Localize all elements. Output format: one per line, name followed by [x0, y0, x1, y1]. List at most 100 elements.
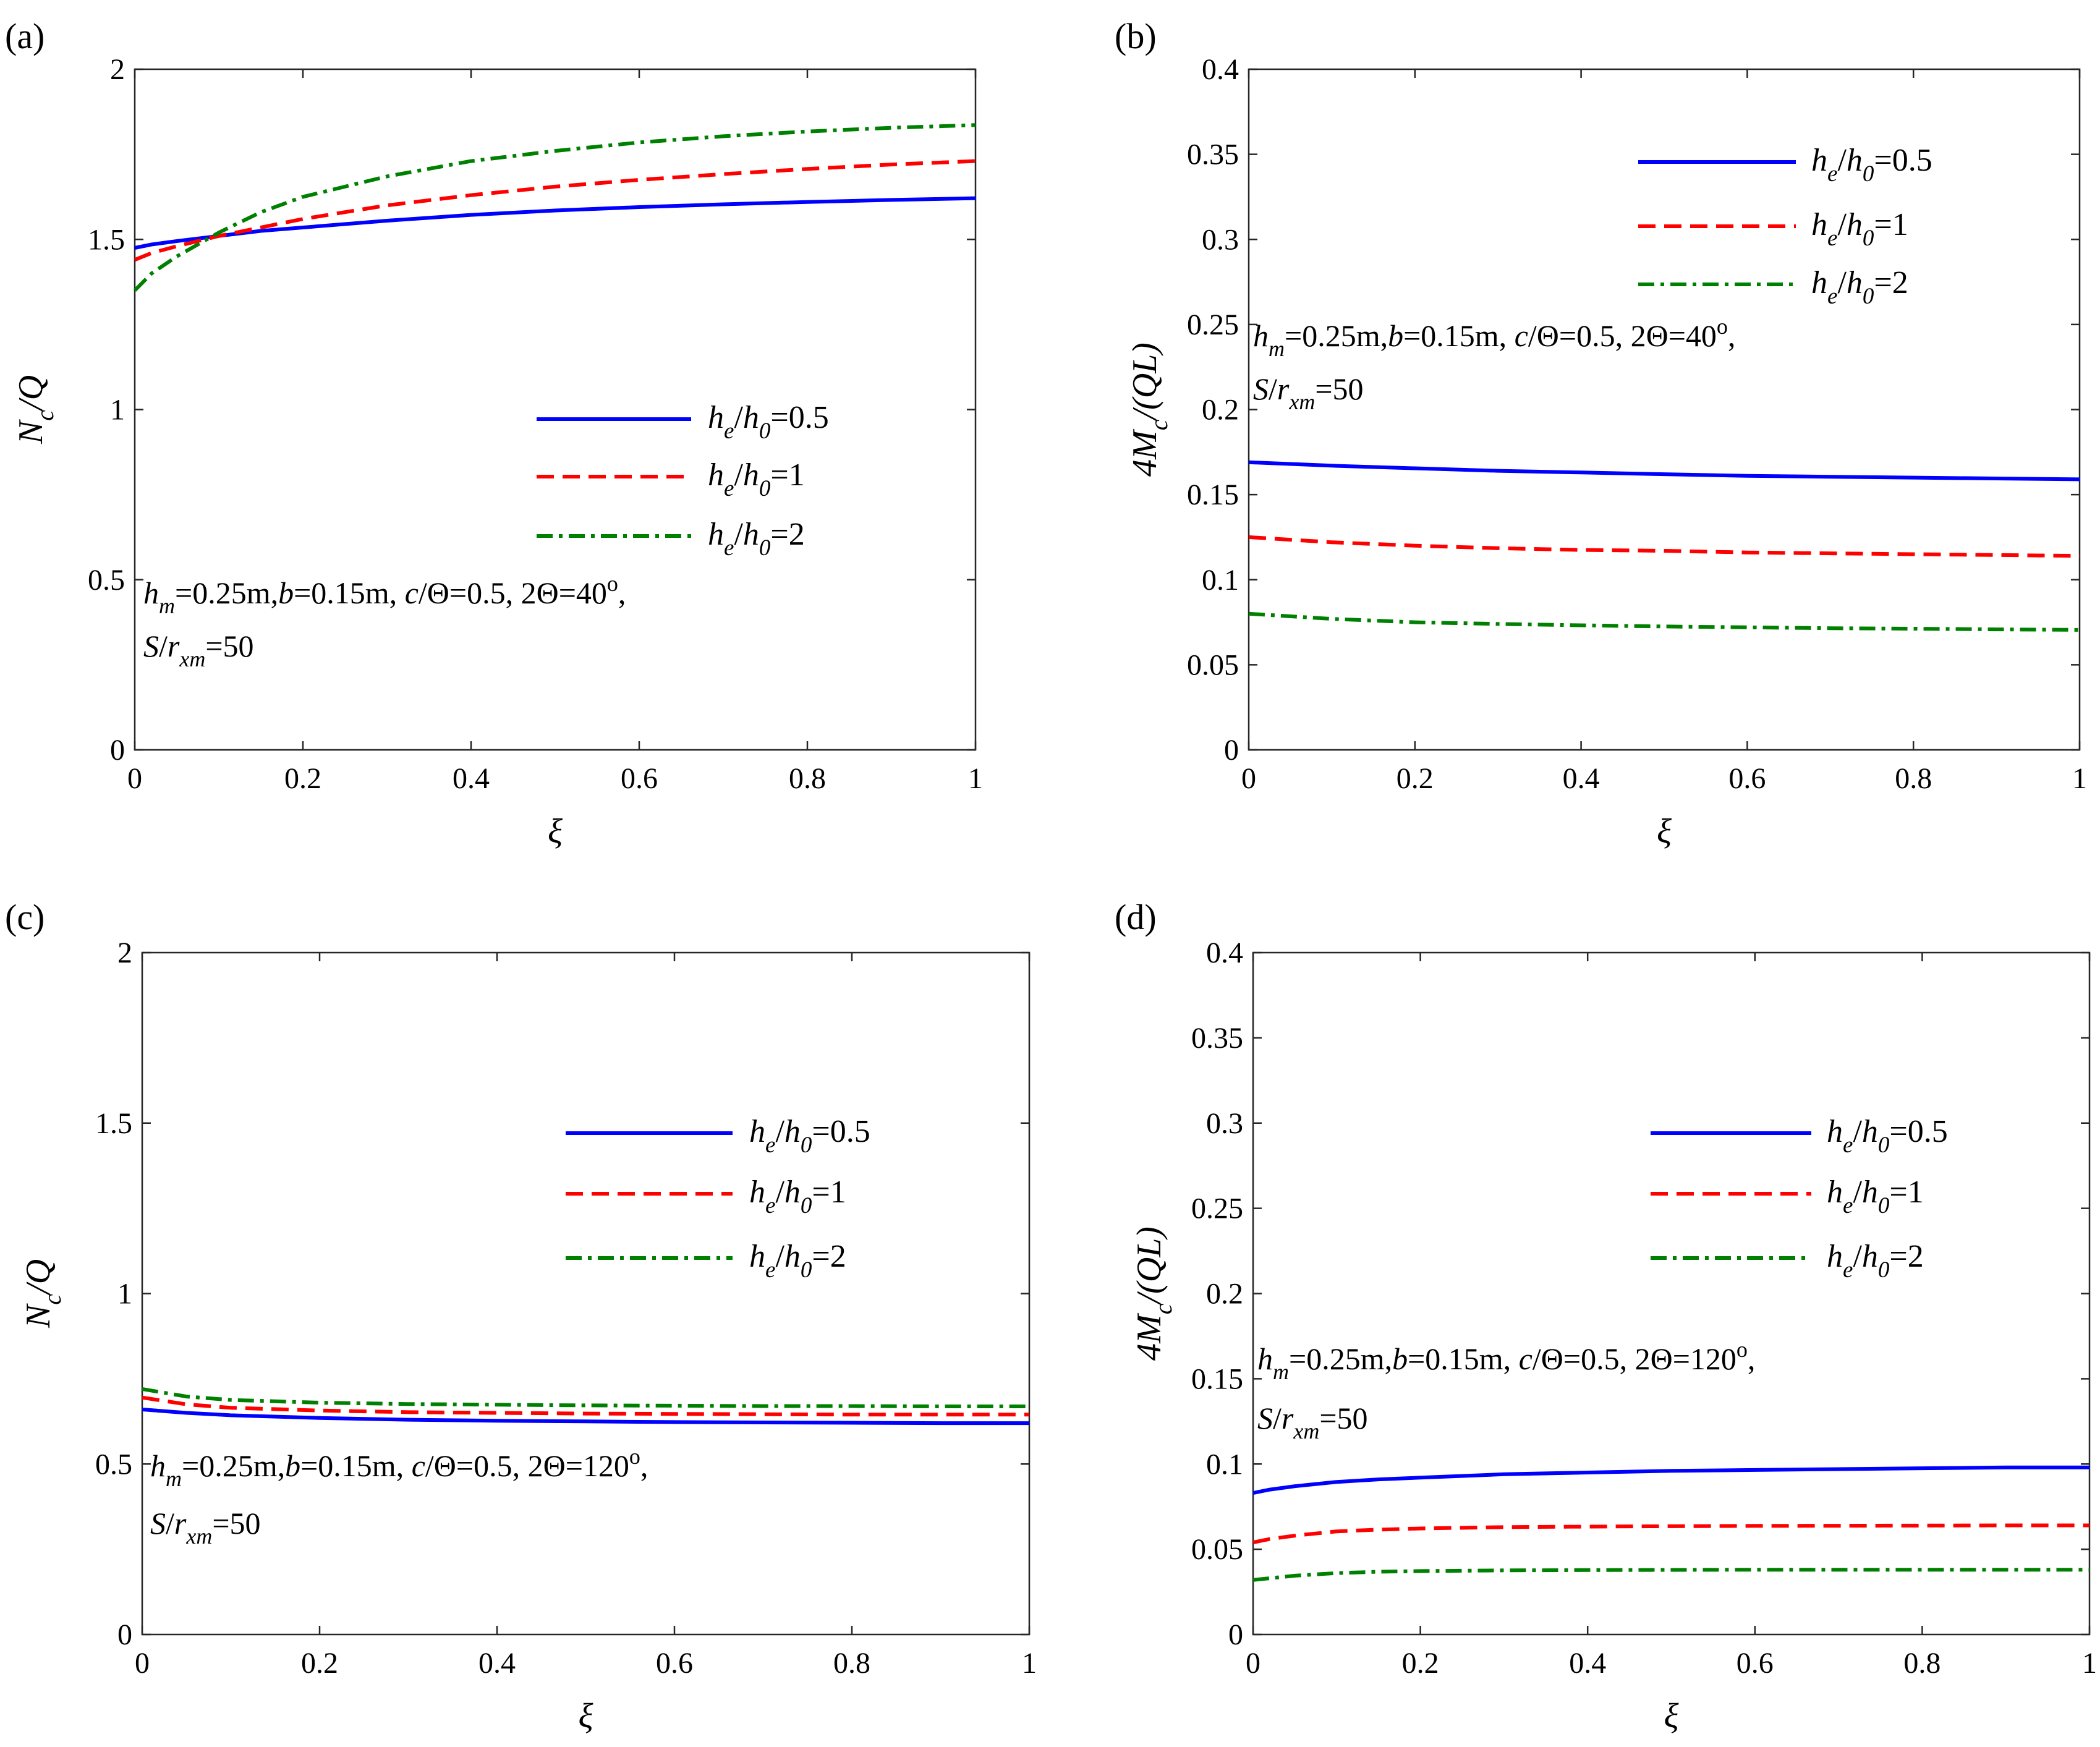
y-tick-label: 0.25: [1187, 308, 1239, 341]
x-tick-label: 1: [2072, 762, 2087, 795]
x-tick-label: 0.2: [1402, 1647, 1439, 1680]
x-tick-label: 0.6: [621, 762, 658, 795]
legend-label: he/h0=2: [1811, 265, 1908, 309]
y-tick-label: 0.1: [1206, 1448, 1243, 1481]
series-line: [134, 196, 976, 250]
legend-label: he/h0=1: [1827, 1175, 1924, 1218]
legend-label: he/h0=2: [749, 1239, 846, 1283]
y-tick-label: 1.5: [95, 1107, 132, 1140]
x-tick-label: 0.4: [453, 762, 490, 795]
series-line: [1252, 1568, 2089, 1582]
annotation-line-1: hm=0.25m,b=0.15m, c/Θ=0.5, 2Θ=40o,: [143, 571, 626, 618]
y-tick-label: 0.35: [1187, 138, 1239, 171]
x-axis-label: ξ: [1664, 1697, 1679, 1735]
y-tick-label: 0: [1228, 1618, 1243, 1651]
y-tick-label: 0.3: [1206, 1107, 1243, 1140]
y-axis-label: 4Mc/(QL): [1130, 1226, 1177, 1361]
y-tick-label: 0.5: [88, 564, 125, 597]
x-axis-label: ξ: [579, 1697, 593, 1735]
series-line: [134, 159, 976, 262]
x-tick-label: 0: [1241, 762, 1256, 795]
x-tick-label: 0.6: [1728, 762, 1766, 795]
legend-label: he/h0=2: [1827, 1239, 1924, 1283]
panel-b: (b) 0 0.2 0.4 0.6 0.8 1 0 0.05 0.1 0.15 0.2 0.25 0.3 0…: [1115, 16, 2087, 851]
series-line: [142, 1395, 1029, 1417]
series-line: [1248, 460, 2080, 482]
x-tick-label: 0: [127, 762, 142, 795]
x-tick-label: 0.4: [1563, 762, 1600, 795]
y-tick-label: 0.3: [1202, 223, 1239, 256]
legend-label: he/h0=1: [749, 1175, 846, 1218]
x-axis-label: ξ: [548, 812, 563, 851]
annotation-line-2: S/rxm=50: [143, 629, 254, 671]
series-line: [133, 123, 976, 292]
y-tick-label: 0.5: [95, 1448, 132, 1481]
y-tick-label: 0.2: [1206, 1278, 1243, 1311]
x-axis-label: ξ: [1657, 812, 1672, 851]
panel-d: (d) 0 0.2 0.4 0.6 0.8 1 0 0.05 0.1 0.15 0.2 0.25 0.3 0…: [1115, 897, 2097, 1735]
x-tick-label: 1: [1022, 1647, 1037, 1680]
series-line: [1252, 1465, 2089, 1495]
panel-label: (d): [1115, 897, 1157, 937]
series-line: [142, 1387, 1029, 1408]
x-tick-label: 0.2: [284, 762, 321, 795]
panel-label: (c): [5, 897, 45, 937]
x-tick-label: 0.6: [1737, 1647, 1774, 1680]
y-tick-label: 0.35: [1191, 1022, 1243, 1055]
y-axis-label: Nc/Q: [12, 375, 59, 444]
panel-label: (a): [5, 16, 45, 56]
annotation-line-1: hm=0.25m,b=0.15m, c/Θ=0.5, 2Θ=40o,: [1253, 314, 1735, 361]
series-line: [1248, 611, 2080, 632]
y-tick-label: 2: [117, 937, 132, 969]
y-tick-label: 2: [110, 53, 125, 86]
x-tick-label: 0.4: [1569, 1647, 1606, 1680]
y-tick-label: 0.4: [1202, 53, 1239, 86]
legend-label: he/h0=1: [708, 457, 805, 501]
y-tick-label: 0: [110, 734, 125, 767]
legend-label: he/h0=0.5: [708, 400, 829, 444]
y-tick-label: 0.4: [1206, 937, 1243, 969]
panel-c: (c) 0 0.2 0.4 0.6 0.8 1 0 0.5 1 1.5 2 ξ Nc/Q he/h0=0.5…: [5, 897, 1037, 1735]
series-line: [1252, 1523, 2089, 1545]
legend-label: he/h0=0.5: [749, 1114, 870, 1158]
y-tick-label: 1.5: [88, 223, 125, 256]
x-tick-label: 1: [2082, 1647, 2097, 1680]
y-axis-label: Nc/Q: [19, 1259, 66, 1328]
x-tick-label: 0.8: [1903, 1647, 1941, 1680]
y-tick-label: 0.15: [1191, 1362, 1243, 1395]
x-tick-label: 0.2: [301, 1647, 338, 1680]
x-tick-label: 1: [968, 762, 983, 795]
y-tick-label: 0.05: [1191, 1533, 1243, 1566]
x-tick-label: 0: [135, 1647, 150, 1680]
y-tick-label: 0: [1224, 734, 1239, 767]
legend-label: he/h0=0.5: [1827, 1114, 1948, 1158]
y-tick-label: 0: [117, 1618, 132, 1651]
annotation-line-2: S/rxm=50: [1253, 372, 1364, 414]
y-tick-label: 0.05: [1187, 648, 1239, 681]
annotation-line-2: S/rxm=50: [150, 1506, 261, 1549]
x-tick-label: 0.8: [1895, 762, 1932, 795]
y-tick-label: 0.25: [1191, 1192, 1243, 1225]
legend-label: he/h0=1: [1811, 207, 1908, 251]
y-tick-label: 0.15: [1187, 478, 1239, 511]
series-line: [142, 1408, 1029, 1426]
x-tick-label: 0.8: [833, 1647, 870, 1680]
panel-a: (a) 0 0.2 0.4 0.6 0.8 1 0 0.5 1 1.5 2 ξ Nc/Q he/h0=0.5…: [5, 16, 983, 851]
y-tick-label: 0.2: [1202, 394, 1239, 427]
panel-label: (b): [1115, 16, 1157, 56]
annotation-line-1: hm=0.25m,b=0.15m, c/Θ=0.5, 2Θ=120o,: [1257, 1337, 1755, 1384]
y-axis-label: 4Mc/(QL): [1126, 342, 1173, 477]
legend-label: he/h0=2: [708, 517, 805, 561]
y-tick-label: 1: [117, 1278, 132, 1311]
annotation-line-2: S/rxm=50: [1257, 1401, 1368, 1443]
y-tick-label: 0.1: [1202, 564, 1239, 597]
x-tick-label: 0: [1246, 1647, 1260, 1680]
annotation-line-1: hm=0.25m,b=0.15m, c/Θ=0.5, 2Θ=120o,: [150, 1444, 648, 1491]
x-tick-label: 0.8: [789, 762, 826, 795]
legend-label: he/h0=0.5: [1811, 143, 1932, 187]
series-line: [1248, 535, 2080, 558]
x-tick-label: 0.6: [656, 1647, 693, 1680]
x-tick-label: 0.2: [1396, 762, 1434, 795]
